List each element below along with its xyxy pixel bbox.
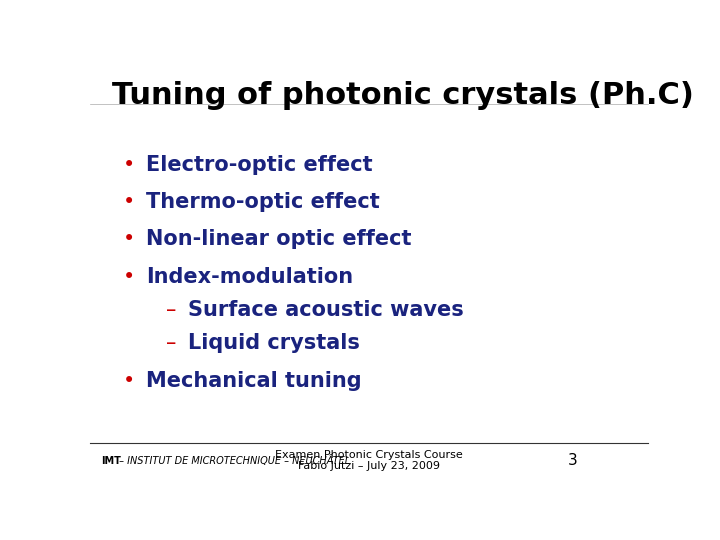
Text: Index-modulation: Index-modulation (145, 267, 353, 287)
Text: – INSTITUT DE MICROTECHNIQUE – NEUCHÂTEL: – INSTITUT DE MICROTECHNIQUE – NEUCHÂTEL (116, 455, 350, 466)
Text: Surface acoustic waves: Surface acoustic waves (188, 300, 464, 320)
Text: –: – (166, 333, 176, 353)
Text: •: • (123, 230, 135, 249)
Text: Electro-optic effect: Electro-optic effect (145, 154, 372, 174)
Text: •: • (123, 192, 135, 212)
Text: –: – (166, 300, 176, 320)
Text: Liquid crystals: Liquid crystals (188, 333, 359, 353)
Text: IMT: IMT (101, 456, 121, 465)
Text: Mechanical tuning: Mechanical tuning (145, 371, 361, 391)
Text: •: • (123, 371, 135, 391)
Text: Examen Photonic Crystals Course
Fabio Jutzi – July 23, 2009: Examen Photonic Crystals Course Fabio Ju… (275, 450, 463, 471)
Text: ECOLE POLYTECHNIQUE
FEDERALE DE LAUSANNE: ECOLE POLYTECHNIQUE FEDERALE DE LAUSANNE (656, 521, 711, 530)
Text: Non-linear optic effect: Non-linear optic effect (145, 230, 411, 249)
Text: EPFL: EPFL (666, 504, 701, 517)
Text: •: • (123, 267, 135, 287)
Text: •: • (123, 154, 135, 174)
Text: Thermo-optic effect: Thermo-optic effect (145, 192, 379, 212)
Text: Tuning of photonic crystals (Ph.C): Tuning of photonic crystals (Ph.C) (112, 82, 694, 111)
Text: 3: 3 (568, 453, 577, 468)
